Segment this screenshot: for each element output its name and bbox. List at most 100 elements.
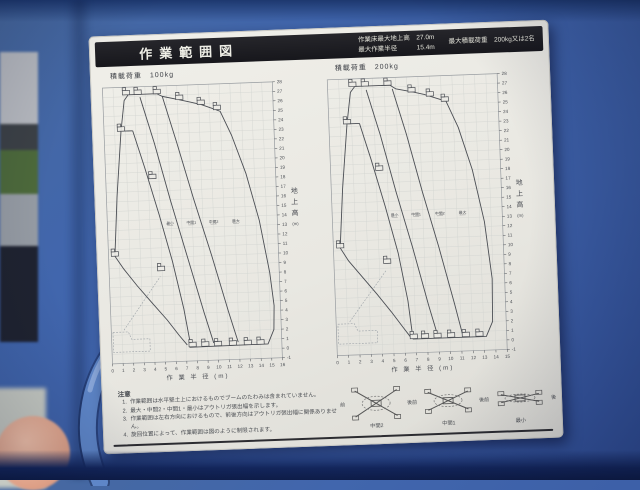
svg-text:0: 0 [511,337,514,342]
svg-text:18: 18 [505,166,511,171]
svg-text:4: 4 [510,299,513,304]
background-shadow [0,124,38,150]
svg-text:6: 6 [284,288,287,293]
y-axis-ticks: -101234567891011121314151617181920212223… [497,71,517,352]
outrigger-pattern-icon [490,379,549,417]
svg-text:25: 25 [503,99,509,104]
svg-text:7: 7 [186,366,189,371]
svg-text:中間1: 中間1 [411,211,421,216]
svg-text:26: 26 [277,98,283,103]
range-chart-200kg: -101234567891011121314151617181920212223… [321,66,554,380]
svg-text:8: 8 [509,261,512,266]
svg-text:24: 24 [503,109,509,114]
spec-load: 最大積載荷重 200kg又は2名 [448,34,535,47]
svg-text:0: 0 [286,345,289,350]
svg-text:10: 10 [216,364,222,369]
svg-text:27: 27 [502,80,508,85]
svg-text:最小: 最小 [391,212,399,217]
outrigger-diagram-mid2: 前 後 中間2 [339,384,413,431]
svg-text:14: 14 [506,204,512,209]
machine-panel-seam [66,0,92,480]
svg-text:16: 16 [281,193,287,198]
svg-text:最大: 最大 [459,210,467,215]
svg-text:2: 2 [286,326,289,331]
svg-text:12: 12 [471,355,477,360]
notes-list: 1.作業範囲は水平堅土上におけるものでブームのたわみは含まれていません。2.最大… [118,392,341,441]
svg-text:17: 17 [505,175,511,180]
svg-text:8: 8 [196,365,199,370]
svg-text:12: 12 [282,231,288,236]
svg-text:21: 21 [279,146,285,151]
diagram-caption: 中間1 [442,419,456,426]
spec-max-radius: 最大作業半径 15.4m [358,42,435,55]
machine-top-shadow [0,0,640,22]
front-label: 前 [412,398,417,405]
x-axis-title: 作 業 半 径 (m) [166,372,229,382]
spec-heights: 作業床最大地上高 27.0m 最大作業半径 15.4m [358,33,435,55]
y-axis-title: 地上高(m) [515,178,524,218]
svg-text:9: 9 [207,365,210,370]
background-foliage [0,150,38,194]
photographer-finger [0,416,70,490]
series-curve-mid1 [366,88,437,338]
svg-text:0: 0 [111,368,114,373]
svg-text:11: 11 [283,241,288,246]
svg-text:16: 16 [280,362,286,367]
svg-text:9: 9 [508,252,511,257]
svg-text:27: 27 [277,89,283,94]
svg-text:2: 2 [511,318,514,323]
svg-text:4: 4 [382,358,385,363]
svg-text:22: 22 [279,136,285,141]
svg-text:中間1: 中間1 [186,220,196,225]
svg-text:3: 3 [143,367,146,372]
svg-text:5: 5 [285,298,288,303]
series-envelope-max [334,82,494,342]
svg-text:20: 20 [279,155,285,160]
svg-text:1: 1 [348,360,351,365]
svg-text:13: 13 [282,222,288,227]
svg-text:23: 23 [503,118,509,123]
svg-text:12: 12 [238,364,244,369]
series-lower-arc [115,254,187,348]
svg-text:19: 19 [505,156,511,161]
bottom-shadow [0,450,640,480]
svg-text:23: 23 [278,127,284,132]
svg-text:15: 15 [281,203,287,208]
svg-text:12: 12 [507,223,513,228]
background-scene [0,52,38,342]
background-vehicle [0,194,38,246]
svg-text:3: 3 [285,317,288,322]
svg-text:21: 21 [504,137,510,142]
svg-text:中間2: 中間2 [209,219,219,224]
background-sky-car [0,52,38,124]
diagram-caption: 最小 [516,417,527,424]
svg-text:10: 10 [448,356,454,361]
svg-text:14: 14 [282,212,288,217]
outrigger-pattern-icon [418,382,477,420]
photo-of-crane-range-placard: { "colors":{"machine_blue":"#4166ad","pa… [0,0,640,480]
svg-text:15: 15 [505,354,511,359]
svg-text:13: 13 [507,214,513,219]
svg-text:5: 5 [393,358,396,363]
svg-text:最小: 最小 [166,221,174,226]
svg-text:26: 26 [502,90,508,95]
svg-text:1: 1 [286,336,289,341]
y-axis-title: 地上高(m) [291,186,300,226]
svg-text:0: 0 [336,360,339,365]
svg-text:13: 13 [482,355,488,360]
spec-max-load: 最大積載荷重 200kg又は2名 [448,34,535,47]
svg-text:3: 3 [510,309,513,314]
svg-text:7: 7 [284,279,287,284]
svg-text:7: 7 [509,271,512,276]
svg-text:25: 25 [278,108,284,113]
svg-text:28: 28 [502,71,508,76]
svg-text:16: 16 [506,185,512,190]
range-chart-100kg: -101234567891011121314151617181920212223… [96,74,329,388]
svg-text:22: 22 [504,128,510,133]
svg-text:17: 17 [281,184,287,189]
svg-text:5: 5 [510,290,513,295]
outrigger-diagram-mid1: 前 後 中間1 [411,381,485,428]
diagram-caption: 中間2 [370,422,384,429]
svg-text:20: 20 [504,147,510,152]
